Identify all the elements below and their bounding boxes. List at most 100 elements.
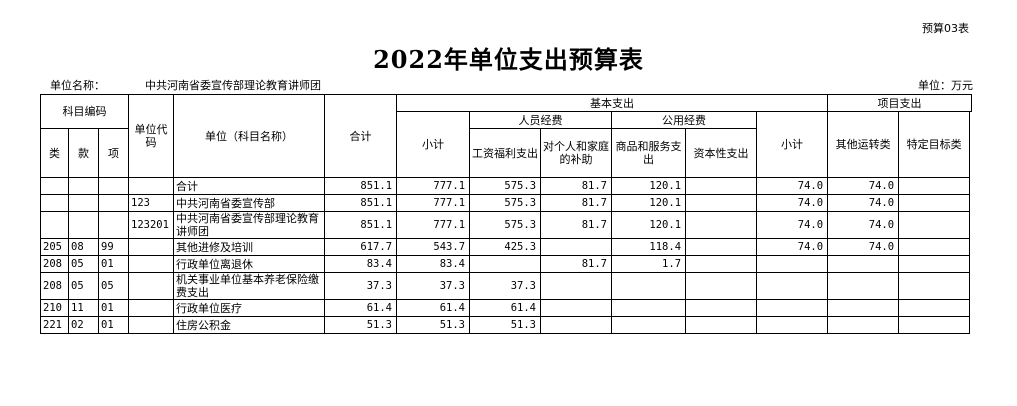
cell-lei [40,211,69,239]
header-unit-name: 单位（科目名称） [173,94,326,178]
cell-other-transfer: 74.0 [827,211,900,239]
cell-kuan: 08 [68,238,99,256]
cell-unit-name: 机关事业单位基本养老保险缴费支出 [173,272,326,300]
header-personal-family: 对个人和家庭的补助 [540,128,613,178]
table-row: 123 中共河南省委宣传部 851.1 777.1 575.3 81.7 120.1 74.0… [40,194,972,212]
cell-project-subtotal: 74.0 [756,177,829,195]
cell-goods-services: 118.4 [611,238,687,256]
header-unit-code: 单位代码 [128,94,175,178]
header-kuan: 款 [68,128,99,178]
cell-xiang [97,194,130,212]
cell-xiang: 01 [97,299,130,317]
cell-capital [685,194,758,212]
cell-basic-subtotal: 777.1 [396,211,471,239]
cell-unit-code: 123 [128,194,175,212]
cell-xiang: 01 [97,316,130,334]
cell-personal-family: 81.7 [540,177,613,195]
cell-project-subtotal: 74.0 [756,194,829,212]
cell-total: 851.1 [324,177,398,195]
cell-personal-family: 81.7 [540,211,613,239]
cell-lei: 210 [40,299,69,317]
cell-xiang [97,211,130,239]
table-row: 205 08 99 其他进修及培训 617.7 543.7 425.3 118.4 74.0 74… [40,238,972,256]
cell-personal-family: 81.7 [540,194,613,212]
header-subject-code: 科目编码 [39,94,130,129]
cell-kuan: 05 [68,255,99,273]
header-public-funds: 公用经费 [611,111,758,129]
cell-total: 851.1 [324,211,398,239]
header-basic-subtotal: 小计 [396,111,471,178]
cell-salary: 575.3 [469,211,542,239]
cell-specific-target [898,211,971,239]
table-row: 208 05 01 行政单位离退休 83.4 83.4 81.7 1.7 [40,255,972,273]
cell-basic-subtotal: 83.4 [396,255,471,273]
cell-unit-name: 行政单位医疗 [173,299,326,317]
budget-table: 科目编码 单位代码 单位（科目名称） 合计 基本支出 项目支出 小计 人员经费 … [39,94,972,334]
cell-unit-code [128,238,175,256]
header-capital: 资本性支出 [685,128,758,178]
table-row: 合计 851.1 777.1 575.3 81.7 120.1 74.0 74.0 [40,177,972,195]
header-basic-expenditure: 基本支出 [396,94,829,112]
cell-other-transfer [827,299,900,317]
cell-total: 51.3 [324,316,398,334]
cell-kuan: 05 [68,272,99,300]
cell-project-subtotal [756,299,829,317]
cell-other-transfer: 74.0 [827,238,900,256]
cell-other-transfer [827,272,900,300]
cell-other-transfer [827,255,900,273]
table-row: 123201 中共河南省委宣传部理论教育讲师团 851.1 777.1 575.3 81.… [40,211,972,239]
unit-name-label: 单位名称： [50,79,105,92]
cell-total: 61.4 [324,299,398,317]
cell-goods-services [611,299,687,317]
cell-lei: 208 [40,255,69,273]
cell-xiang: 99 [97,238,130,256]
cell-project-subtotal: 74.0 [756,211,829,239]
cell-xiang [97,177,130,195]
cell-unit-code [128,272,175,300]
cell-salary: 37.3 [469,272,542,300]
cell-salary: 575.3 [469,177,542,195]
cell-goods-services [611,272,687,300]
cell-project-subtotal [756,316,829,334]
currency-unit: 单位：万元 [918,79,973,92]
cell-capital [685,177,758,195]
cell-unit-code [128,316,175,334]
cell-kuan [68,194,99,212]
table-row: 221 02 01 住房公积金 51.3 51.3 51.3 [40,316,972,334]
cell-unit-code: 123201 [128,211,175,239]
cell-project-subtotal: 74.0 [756,238,829,256]
cell-unit-name: 行政单位离退休 [173,255,326,273]
cell-salary: 61.4 [469,299,542,317]
cell-basic-subtotal: 61.4 [396,299,471,317]
cell-basic-subtotal: 51.3 [396,316,471,334]
cell-personal-family [540,299,613,317]
cell-specific-target [898,272,971,300]
cell-capital [685,299,758,317]
cell-basic-subtotal: 777.1 [396,177,471,195]
cell-capital [685,211,758,239]
cell-unit-name: 中共河南省委宣传部 [173,194,326,212]
cell-personal-family: 81.7 [540,255,613,273]
cell-other-transfer [827,316,900,334]
cell-xiang: 01 [97,255,130,273]
cell-xiang: 05 [97,272,130,300]
cell-kuan: 11 [68,299,99,317]
cell-total: 83.4 [324,255,398,273]
cell-salary: 51.3 [469,316,542,334]
cell-salary: 575.3 [469,194,542,212]
cell-personal-family [540,238,613,256]
cell-goods-services: 1.7 [611,255,687,273]
cell-salary: 425.3 [469,238,542,256]
cell-specific-target [898,238,971,256]
header-goods-services: 商品和服务支出 [611,128,687,178]
cell-unit-name: 住房公积金 [173,316,326,334]
cell-total: 617.7 [324,238,398,256]
header-other-transfer: 其他运转类 [827,111,900,178]
header-project-expenditure: 项目支出 [827,94,972,112]
cell-capital [685,272,758,300]
header-lei: 类 [40,128,69,178]
header-total: 合计 [324,94,398,178]
cell-capital [685,316,758,334]
cell-unit-code [128,177,175,195]
cell-salary [469,255,542,273]
